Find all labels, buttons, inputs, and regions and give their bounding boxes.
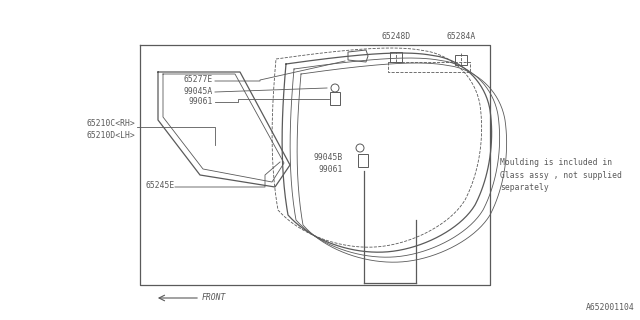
Text: 65277E: 65277E — [184, 76, 213, 84]
Text: 99061: 99061 — [319, 165, 343, 174]
Text: 99061: 99061 — [189, 98, 213, 107]
Text: FRONT: FRONT — [202, 293, 227, 302]
Text: 65210D<LH>: 65210D<LH> — [86, 131, 135, 140]
Text: 65245E: 65245E — [146, 181, 175, 190]
Text: 65248D: 65248D — [381, 32, 411, 41]
Text: 65210C<RH>: 65210C<RH> — [86, 119, 135, 129]
Circle shape — [356, 144, 364, 152]
Text: Moulding is included in
Glass assy , not supplied
separately: Moulding is included in Glass assy , not… — [500, 158, 622, 192]
Bar — [455, 55, 467, 65]
Bar — [390, 52, 402, 62]
Polygon shape — [348, 50, 368, 62]
Bar — [330, 92, 340, 105]
Text: 99045B: 99045B — [314, 154, 343, 163]
Bar — [358, 154, 368, 167]
Circle shape — [331, 84, 339, 92]
Text: A652001104: A652001104 — [586, 303, 635, 312]
Text: 99045A: 99045A — [184, 87, 213, 97]
Text: 65284A: 65284A — [446, 32, 476, 41]
